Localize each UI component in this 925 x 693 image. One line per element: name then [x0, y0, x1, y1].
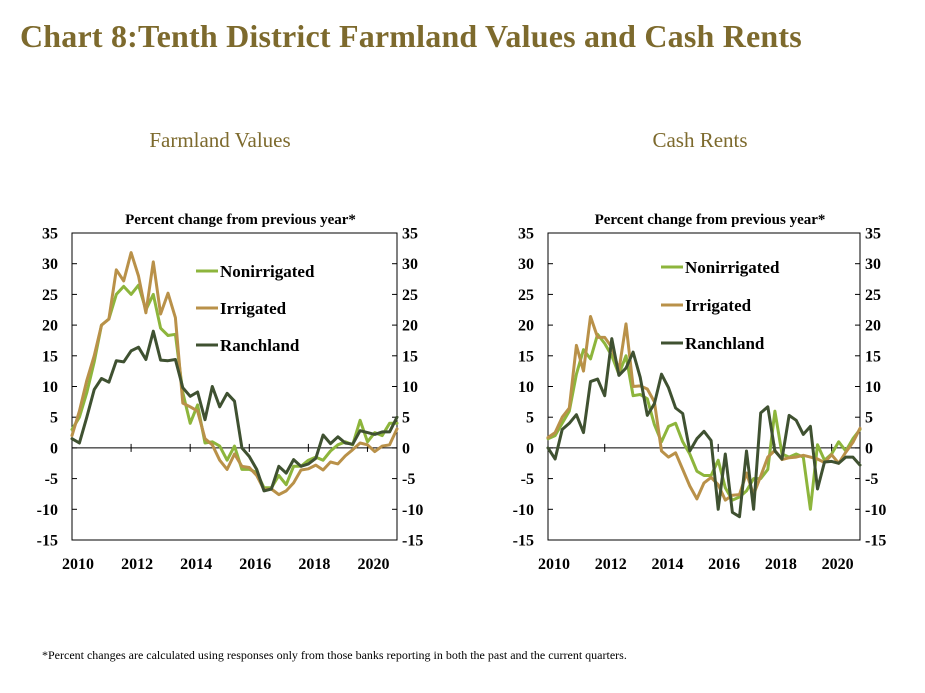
chart-1-ytick-label-left: 15 — [518, 348, 534, 365]
chart-1-legend-label-nonirrigated: Nonirrigated — [685, 258, 780, 277]
chart-1-title: Cash Rents — [652, 128, 747, 152]
chart-1-ytick-label-right: 30 — [865, 256, 881, 273]
chart-1-xtick-label: 2016 — [708, 556, 740, 573]
chart-0-ytick-label-right: 10 — [402, 379, 418, 396]
chart-1-series-ranchland — [546, 337, 862, 519]
chart-1-ytick-label-right: -10 — [865, 502, 886, 519]
chart-1-ytick-label-left: 25 — [518, 287, 534, 304]
chart-0-xtick-label: 2020 — [357, 556, 389, 573]
chart-0-ytick-label-right: 35 — [402, 226, 418, 243]
chart-0-xtick-label: 2010 — [62, 556, 94, 573]
chart-0-title: Farmland Values — [149, 128, 290, 152]
chart-1-xtick-label: 2010 — [538, 556, 570, 573]
chart-0-xtick-label: 2016 — [239, 556, 271, 573]
chart-main-title: Chart 8:Tenth District Farmland Values a… — [20, 18, 802, 54]
chart-1-ytick-label-left: 10 — [518, 379, 534, 396]
chart-1-xtick-label: 2020 — [822, 556, 854, 573]
chart-1-ytick-label-right: 5 — [865, 410, 873, 427]
chart-1-ytick-label-right: 20 — [865, 318, 881, 335]
chart-0-ytick-label-left: 5 — [50, 410, 58, 427]
chart-1-ytick-label-left: -5 — [521, 471, 534, 488]
chart-1-ytick-label-right: -5 — [865, 471, 878, 488]
chart-0-xtick-label: 2014 — [180, 556, 212, 573]
chart-0-ytick-label-left: -10 — [37, 502, 58, 519]
chart-0-ylabel: Percent change from previous year* — [125, 212, 356, 228]
chart-0-ytick-label-left: 30 — [42, 256, 58, 273]
chart-0-ytick-label-left: 10 — [42, 379, 58, 396]
chart-0-ytick-label-left: -15 — [37, 533, 58, 550]
chart-0-ytick-label-right: 5 — [402, 410, 410, 427]
farmland-values-panel: Farmland Values Percent change from previ… — [37, 128, 424, 573]
footnote: *Percent changes are calculated using re… — [42, 648, 627, 662]
chart-1-legend-label-irrigated: Irrigated — [685, 296, 752, 315]
chart-1-ytick-label-left: 35 — [518, 226, 534, 243]
chart-1-series-irrigated — [546, 315, 862, 502]
chart-0-ytick-label-right: -5 — [402, 471, 415, 488]
chart-0-legend-label-ranchland: Ranchland — [220, 336, 300, 355]
chart-1-ytick-label-left: 0 — [526, 440, 534, 457]
chart-0-ytick-label-right: 20 — [402, 318, 418, 335]
chart-1-ytick-label-left: -10 — [513, 502, 534, 519]
chart-1-xtick-label: 2012 — [595, 556, 627, 573]
chart-0-xtick-label: 2012 — [121, 556, 153, 573]
chart-0-legend-label-irrigated: Irrigated — [220, 299, 287, 318]
chart-0-legend-label-nonirrigated: Nonirrigated — [220, 262, 315, 281]
chart-0-ytick-label-left: 20 — [42, 318, 58, 335]
chart-1-ytick-label-right: 35 — [865, 226, 881, 243]
chart-1-ytick-label-left: -15 — [513, 533, 534, 550]
cash-rents-panel: Cash Rents Percent change from previous y… — [513, 128, 887, 573]
chart-1-ytick-label-left: 5 — [526, 410, 534, 427]
chart-0-ytick-label-left: 0 — [50, 440, 58, 457]
chart-0-ytick-label-right: 25 — [402, 287, 418, 304]
chart-0-ytick-label-left: -5 — [45, 471, 58, 488]
chart-1-xtick-label: 2014 — [651, 556, 683, 573]
chart-0-ytick-label-left: 25 — [42, 287, 58, 304]
chart-0-ytick-label-right: 15 — [402, 348, 418, 365]
chart-1-ytick-label-right: 0 — [865, 440, 873, 457]
chart-0-ytick-label-right: 0 — [402, 440, 410, 457]
chart-0-series-ranchland — [70, 329, 399, 493]
chart-0-ytick-label-right: -15 — [402, 533, 423, 550]
chart-0-ytick-label-right: -10 — [402, 502, 423, 519]
chart-1-ylabel: Percent change from previous year* — [595, 212, 826, 228]
chart-1-ytick-label-right: 10 — [865, 379, 881, 396]
chart-0-ytick-label-left: 15 — [42, 348, 58, 365]
chart-1-ytick-label-right: 25 — [865, 287, 881, 304]
chart-0-series-irrigated — [70, 251, 399, 497]
chart-1-ytick-label-right: 15 — [865, 348, 881, 365]
chart-1-ytick-label-left: 20 — [518, 318, 534, 335]
chart-1-legend-label-ranchland: Ranchland — [685, 334, 765, 353]
chart-0-ytick-label-right: 30 — [402, 256, 418, 273]
chart-1-ytick-label-left: 30 — [518, 256, 534, 273]
chart-0-xtick-label: 2018 — [298, 556, 330, 573]
chart-1-xtick-label: 2018 — [765, 556, 797, 573]
chart-0-ytick-label-left: 35 — [42, 226, 58, 243]
chart-1-ytick-label-right: -15 — [865, 533, 886, 550]
